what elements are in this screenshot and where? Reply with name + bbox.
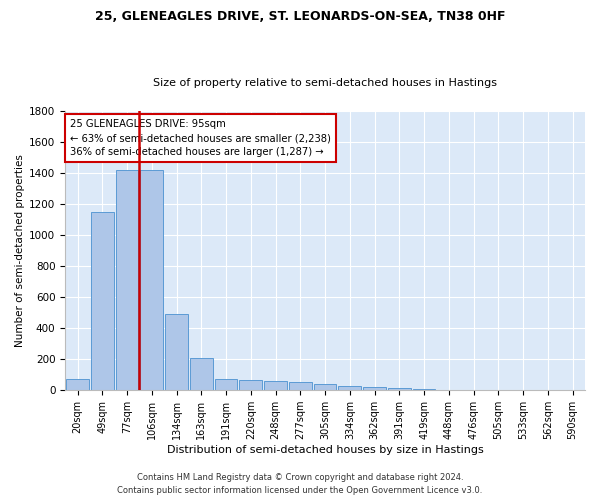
Bar xyxy=(116,170,139,390)
Bar xyxy=(338,386,361,390)
Bar xyxy=(165,314,188,390)
Bar xyxy=(289,382,312,390)
Bar xyxy=(388,388,411,390)
Y-axis label: Number of semi-detached properties: Number of semi-detached properties xyxy=(15,154,25,347)
Bar xyxy=(314,384,337,390)
Bar xyxy=(66,380,89,390)
Bar xyxy=(91,212,113,390)
Bar xyxy=(239,380,262,390)
X-axis label: Distribution of semi-detached houses by size in Hastings: Distribution of semi-detached houses by … xyxy=(167,445,484,455)
Bar xyxy=(215,378,238,390)
Title: Size of property relative to semi-detached houses in Hastings: Size of property relative to semi-detach… xyxy=(153,78,497,88)
Bar xyxy=(140,170,163,390)
Bar xyxy=(190,358,212,390)
Bar xyxy=(363,387,386,390)
Text: 25, GLENEAGLES DRIVE, ST. LEONARDS-ON-SEA, TN38 0HF: 25, GLENEAGLES DRIVE, ST. LEONARDS-ON-SE… xyxy=(95,10,505,23)
Text: Contains HM Land Registry data © Crown copyright and database right 2024.
Contai: Contains HM Land Registry data © Crown c… xyxy=(118,474,482,495)
Bar xyxy=(264,381,287,390)
Text: 25 GLENEAGLES DRIVE: 95sqm
← 63% of semi-detached houses are smaller (2,238)
36%: 25 GLENEAGLES DRIVE: 95sqm ← 63% of semi… xyxy=(70,120,331,158)
